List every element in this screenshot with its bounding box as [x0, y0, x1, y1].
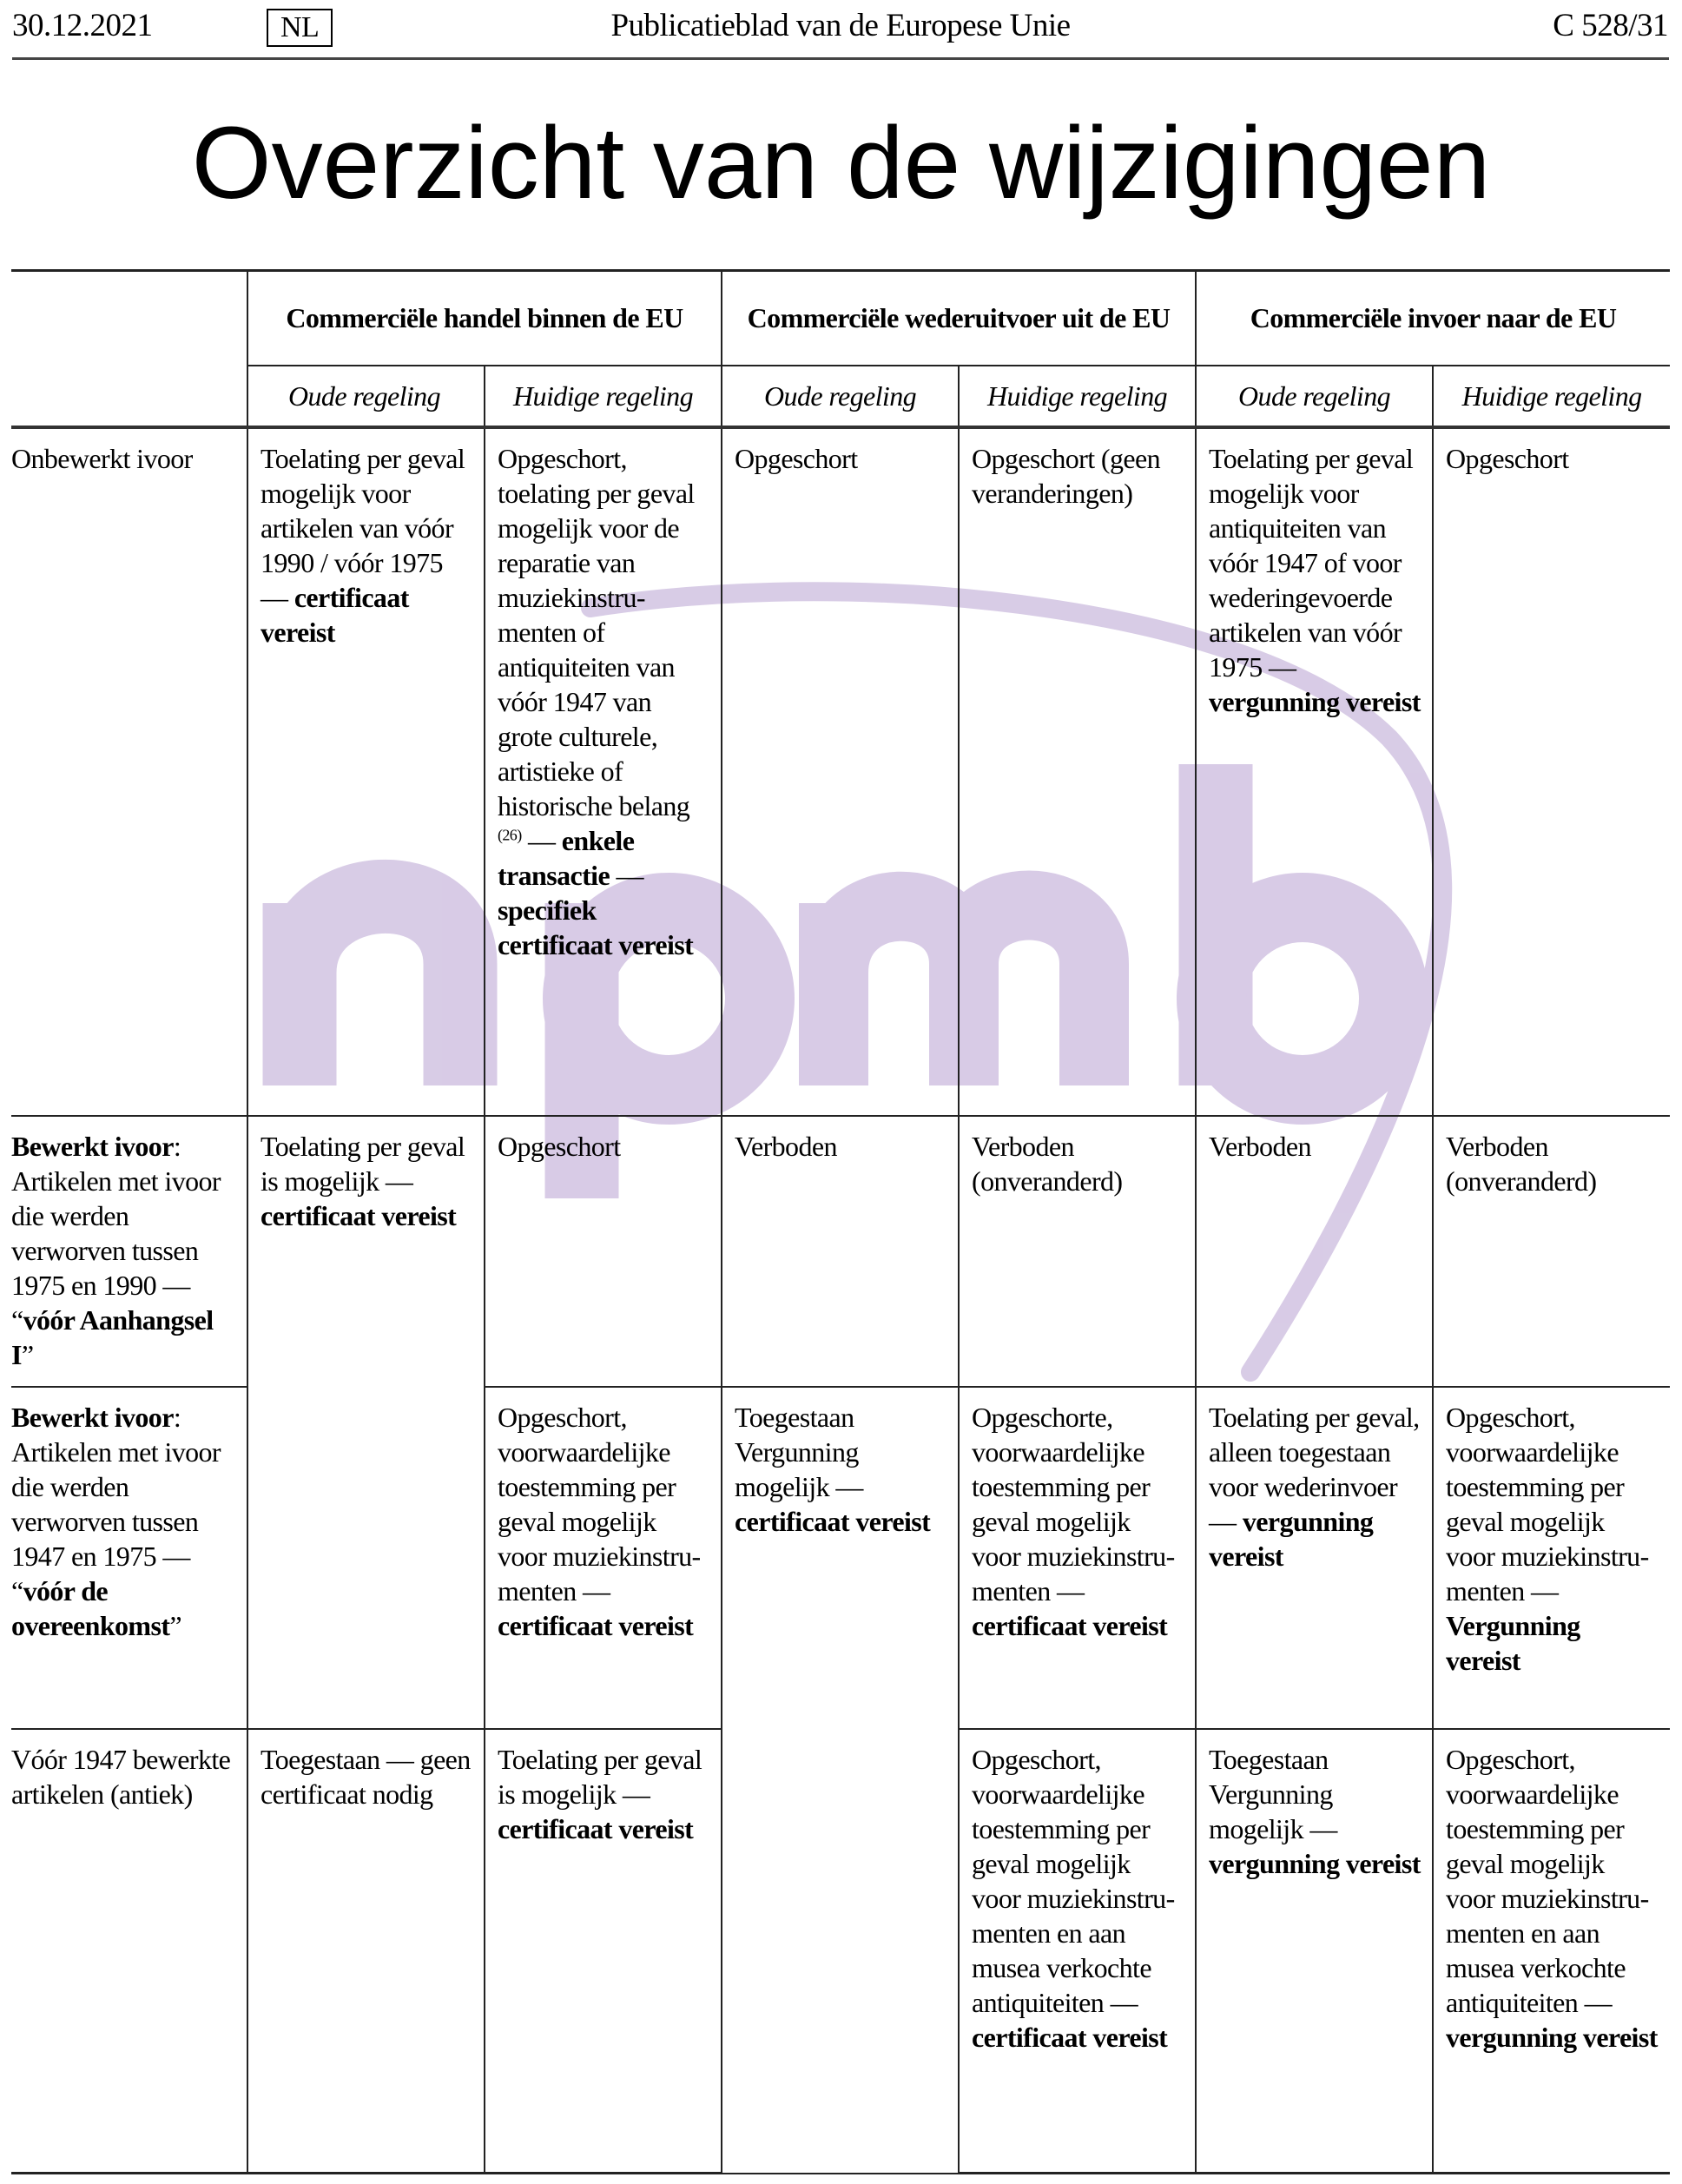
- table-cell: Toegestaan Vergunning mogelijk — certifi…: [721, 1385, 960, 2174]
- text: Verboden: [735, 1130, 837, 1162]
- table-cell: Verboden (onveranderd): [1432, 1114, 1671, 1388]
- text: Opgeschort, voorwaardelijke toestemming …: [1446, 1401, 1650, 1607]
- bold-text: vergunning vereist: [1209, 1847, 1421, 1879]
- group-header-import: Commerciële invoer naar de EU: [1195, 269, 1671, 366]
- text: : Artikelen met ivoor die werden verworv…: [11, 1401, 221, 1607]
- subheader-current: Huidige regeling: [1432, 364, 1671, 429]
- text: Opgeschort, voorwaardelijke toestemming …: [1446, 1743, 1650, 2018]
- bold-text: certificaat vereist: [972, 2021, 1168, 2053]
- corner-cell: [11, 269, 248, 429]
- table-cell: Opgeschort, voorwaardelijke toestemming …: [958, 1727, 1197, 2174]
- group-header-reexport: Commerciële wederuitvoer uit de EU: [721, 269, 1197, 366]
- table-cell: Toegestaan — geen certificaat nodig: [247, 1727, 485, 2174]
- text: Toegestaan Vergunning mogelijk —: [1209, 1743, 1337, 1844]
- bold-text: vóór Aanhangsel I: [11, 1303, 214, 1370]
- table-row: Bewerkt ivoor: Artikelen met ivoor die w…: [11, 1114, 1671, 1730]
- table-cell: Opgeschort (geen veranderingen): [958, 426, 1197, 1117]
- text: Toelating per geval is mogelijk —: [261, 1130, 465, 1197]
- row-label: Bewerkt ivoor: Artikelen met ivoor die w…: [11, 1114, 248, 1388]
- subheader-old: Oude regeling: [721, 364, 960, 429]
- bold-text: certificaat vereist: [498, 1609, 694, 1641]
- table-row: Vóór 1947 bewerkte artikelen (antiek) To…: [11, 1727, 1671, 2174]
- text: Opgeschort: [735, 442, 858, 474]
- changes-table: Commerciële handel binnen de EU Commerci…: [11, 269, 1671, 2174]
- table-row: Onbewerkt ivoor Toelating per geval moge…: [11, 426, 1671, 1117]
- table-cell: Toelating per geval is mogelijk — certif…: [483, 1727, 723, 2174]
- table-cell: Verboden: [1195, 1114, 1435, 1388]
- bold-text: certificaat vereist: [261, 1199, 457, 1231]
- table-cell: Toelating per geval, alleen toegestaan v…: [1195, 1385, 1435, 1730]
- text: Opgeschort (geen veranderingen): [972, 442, 1161, 509]
- subheader-current: Huidige regeling: [958, 364, 1197, 429]
- bold-text: enkele transactie: [498, 824, 635, 891]
- text: Opgeschort, voorwaardelijke toestemming …: [498, 1401, 702, 1607]
- bold-text: certificaat vereist: [261, 581, 409, 648]
- text: Toegestaan — geen certificaat nodig: [261, 1743, 471, 1810]
- bold-text: certificaat vereist: [972, 1609, 1168, 1641]
- text: —: [610, 859, 643, 891]
- bold-text: Vergunning vereist: [1446, 1609, 1580, 1676]
- bold-text: vergunning vereist: [1209, 1505, 1374, 1572]
- table-cell: Opgeschort, toelating per geval mogelijk…: [483, 426, 723, 1117]
- row-label: Vóór 1947 bewerkte artikelen (antiek): [11, 1727, 248, 2174]
- table-cell: Verboden (onveranderd): [958, 1114, 1197, 1388]
- text: Toegestaan Vergunning mogelijk —: [735, 1401, 863, 1502]
- footnote-ref: (26): [498, 825, 522, 843]
- header-divider: [12, 57, 1669, 60]
- row-label: Onbewerkt ivoor: [11, 426, 248, 1117]
- table-cell: Verboden: [721, 1114, 960, 1388]
- bold-text: specifiek certificaat vereist: [498, 894, 694, 960]
- group-header-trade-within-eu: Commerciële handel binnen de EU: [246, 269, 723, 366]
- subheader-old: Oude regeling: [247, 364, 485, 429]
- text: Opgeschorte, voorwaardelijke toestemming…: [972, 1401, 1176, 1607]
- language-badge: NL: [267, 9, 333, 47]
- text: Opgeschort: [498, 1130, 621, 1162]
- table-cell: Opgeschort: [721, 426, 960, 1117]
- text: Vóór 1947 bewerkte artikelen (antiek): [11, 1743, 231, 1810]
- bold-text: Bewerkt ivoor: [11, 1401, 174, 1433]
- table-cell: Toelating per geval mogelijk voor antiqu…: [1195, 426, 1435, 1117]
- text: Verboden (onveranderd): [1446, 1130, 1597, 1197]
- table-cell: Opgeschorte, voorwaardelijke toestemming…: [958, 1385, 1197, 1730]
- text: Toelating per geval mogelijk voor antiqu…: [1209, 442, 1414, 683]
- page-title: Overzicht van de wijzigingen: [191, 106, 1491, 221]
- row-label: Bewerkt ivoor: Artikelen met ivoor die w…: [11, 1385, 248, 1730]
- text: Toelating per geval, alleen toegestaan v…: [1209, 1401, 1420, 1537]
- table-cell: Opgeschort, voorwaardelijke toestemming …: [1432, 1727, 1671, 2174]
- text: Opgeschort: [1446, 442, 1569, 474]
- table-cell: Opgeschort, voorwaardelijke toestemming …: [1432, 1385, 1671, 1730]
- table-cell: Opgeschort: [1432, 426, 1671, 1117]
- bold-text: vergunning vereist: [1209, 685, 1421, 717]
- table-row: Bewerkt ivoor: Artikelen met ivoor die w…: [11, 1385, 1671, 2174]
- publication-date: 30.12.2021: [12, 8, 153, 43]
- bold-text: vergunning vereist: [1446, 2021, 1658, 2053]
- table-cell: Toegestaan Vergunning mogelijk — vergunn…: [1195, 1727, 1435, 2174]
- text: ”: [169, 1609, 182, 1641]
- bold-text: Bewerkt ivoor: [11, 1130, 174, 1162]
- subheader-current: Huidige regeling: [483, 364, 723, 429]
- text: ”: [21, 1338, 34, 1370]
- bold-text: certificaat vereist: [735, 1505, 931, 1537]
- publication-name: Publicatieblad van de Europese Unie: [610, 8, 1071, 43]
- text: Toelating per geval is mogelijk —: [498, 1743, 702, 1810]
- text: Verboden (onveranderd): [972, 1130, 1123, 1197]
- text: Verboden: [1209, 1130, 1311, 1162]
- text: Opgeschort, voorwaardelijke toestemming …: [972, 1743, 1176, 2018]
- table-cell: Toelating per geval is mogelijk — certif…: [247, 1114, 485, 1730]
- text: Onbewerkt ivoor: [11, 442, 193, 474]
- page-reference: C 528/31: [1553, 8, 1668, 43]
- text: —: [521, 824, 562, 856]
- table-cell: Opgeschort, voorwaardelijke toestemming …: [483, 1385, 723, 1730]
- text: : Artikelen met ivoor die werden verworv…: [11, 1130, 221, 1336]
- text: Toelating per geval mogelijk voor artike…: [261, 442, 465, 613]
- bold-text: vóór de overeenkomst: [11, 1574, 170, 1641]
- table-cell: Toelating per geval mogelijk voor artike…: [247, 426, 485, 1117]
- table-cell: Opgeschort: [483, 1114, 723, 1388]
- subheader-old: Oude regeling: [1195, 364, 1435, 429]
- text: Opgeschort, toelating per geval mogelijk…: [498, 442, 695, 821]
- bold-text: certificaat vereist: [498, 1812, 694, 1844]
